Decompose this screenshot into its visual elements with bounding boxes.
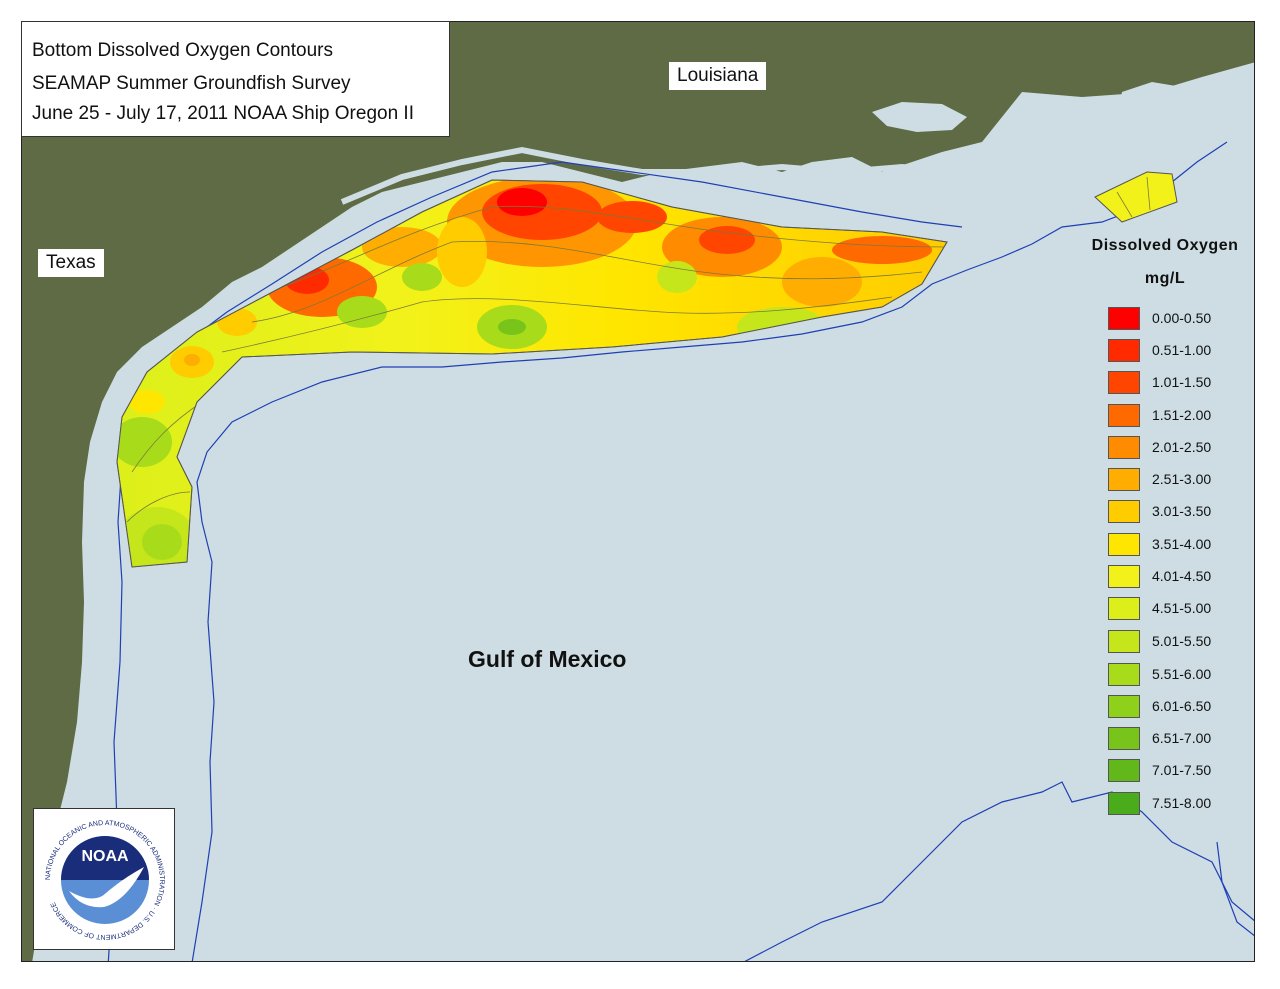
legend-swatch	[1108, 694, 1140, 718]
legend-label: 0.51-1.00	[1152, 342, 1212, 358]
legend-item: 3.01-3.50	[1108, 499, 1211, 523]
legend-units: mg/L	[1144, 270, 1186, 287]
legend-swatch	[1108, 662, 1140, 686]
hypoxic-patch	[782, 257, 862, 307]
legend-label: 6.01-6.50	[1152, 698, 1212, 714]
oxygen-contour-zone	[116, 179, 948, 568]
legend-swatch	[1108, 435, 1140, 459]
legend-swatch	[1108, 791, 1140, 815]
legend-label: 2.51-3.00	[1152, 471, 1212, 487]
legend-item: 5.01-5.50	[1108, 629, 1211, 653]
legend-swatch	[1108, 758, 1140, 782]
map-subtitle: SEAMAP Summer Groundfish Survey	[32, 73, 351, 94]
gulf-of-mexico-label: Gulf of Mexico	[468, 646, 627, 672]
hypoxic-patch	[362, 227, 442, 267]
hypoxic-patch	[285, 266, 329, 294]
legend-item: 3.51-4.00	[1108, 532, 1211, 556]
legend-swatch	[1108, 629, 1140, 653]
legend-swatch	[1108, 306, 1140, 330]
oxygenated-patch	[117, 417, 172, 467]
legend-item: 5.51-6.00	[1108, 662, 1211, 686]
noaa-wordmark: NOAA	[81, 848, 129, 865]
gulf-map	[22, 22, 1254, 961]
hypoxic-patch	[437, 217, 487, 287]
legend-swatch	[1108, 403, 1140, 427]
hypoxic-patch	[597, 201, 667, 233]
hypoxic-patch	[699, 226, 755, 254]
river-delta	[1102, 82, 1222, 192]
legend-label: 4.51-5.00	[1152, 600, 1212, 616]
oxygenated-patch	[498, 319, 526, 335]
hypoxic-patch	[482, 184, 602, 240]
legend-label: 1.51-2.00	[1152, 407, 1212, 423]
legend-item: 0.00-0.50	[1108, 306, 1211, 330]
legend-label: 1.01-1.50	[1152, 374, 1212, 390]
zone-outline	[116, 179, 948, 568]
legend-item: 1.51-2.00	[1108, 403, 1211, 427]
low-patch	[129, 390, 165, 414]
legend-swatch	[1108, 338, 1140, 362]
legend-label: 0.00-0.50	[1152, 310, 1212, 326]
legend-swatch	[1108, 467, 1140, 491]
legend-item: 7.51-8.00	[1108, 791, 1211, 815]
shelf-depth-contour	[107, 161, 963, 961]
bay-inlet	[1022, 114, 1082, 162]
legend-title: Dissolved Oxygen	[1091, 237, 1239, 254]
deep-depth-contour	[744, 781, 1254, 961]
legend-label: 7.51-8.00	[1152, 795, 1212, 811]
legend-label: 2.01-2.50	[1152, 439, 1212, 455]
low-patch	[217, 308, 257, 336]
slope-depth-contour	[191, 141, 1228, 961]
legend-item: 2.01-2.50	[1108, 435, 1211, 459]
legend-item: 7.01-7.50	[1108, 758, 1211, 782]
oxygenated-patch	[337, 296, 387, 328]
oxygenated-patch	[657, 261, 697, 293]
legend-item: 4.51-5.00	[1108, 596, 1211, 620]
east-survey-polygon	[1094, 171, 1178, 223]
legend-label: 6.51-7.00	[1152, 730, 1212, 746]
legend-label: 5.51-6.00	[1152, 666, 1212, 682]
legend-label: 7.01-7.50	[1152, 762, 1212, 778]
legend-swatch	[1108, 564, 1140, 588]
legend-item: 1.01-1.50	[1108, 370, 1211, 394]
louisiana-label: Louisiana	[669, 62, 767, 90]
legend-swatch	[1108, 499, 1140, 523]
coastal-marsh-line	[340, 146, 1024, 205]
legend-item: 6.01-6.50	[1108, 694, 1211, 718]
noaa-logo: NATIONAL OCEANIC AND ATMOSPHERIC ADMINIS…	[33, 808, 175, 950]
legend-swatch	[1108, 370, 1140, 394]
legend-swatch	[1108, 532, 1140, 556]
map-title-box: Bottom Dissolved Oxygen Contours SEAMAP …	[21, 21, 450, 137]
legend-label: 4.01-4.50	[1152, 568, 1212, 584]
oxygenated-patch	[402, 263, 442, 291]
legend-swatch	[1108, 596, 1140, 620]
legend-swatch	[1108, 726, 1140, 750]
legend-item: 6.51-7.00	[1108, 726, 1211, 750]
legend-item: 0.51-1.00	[1108, 338, 1211, 362]
legend-label: 3.51-4.00	[1152, 536, 1212, 552]
land-area	[22, 22, 1254, 961]
legend-item: 4.01-4.50	[1108, 564, 1211, 588]
map-date-line: June 25 - July 17, 2011 NOAA Ship Oregon…	[32, 103, 414, 124]
hypoxic-patch	[497, 188, 547, 216]
oxygenated-patch	[142, 524, 182, 560]
noaa-emblem: NATIONAL OCEANIC AND ATMOSPHERIC ADMINIS…	[45, 820, 165, 940]
low-patch	[184, 354, 200, 366]
hypoxic-patch	[832, 236, 932, 264]
lake-pontchartrain	[872, 102, 967, 132]
legend-label: 5.01-5.50	[1152, 633, 1212, 649]
legend-label: 3.01-3.50	[1152, 503, 1212, 519]
east-depth-contour	[1216, 841, 1254, 937]
map-frame	[21, 21, 1255, 962]
texas-label: Texas	[38, 249, 104, 277]
east-polygon-contour	[1116, 176, 1151, 218]
legend-item: 2.51-3.00	[1108, 467, 1211, 491]
map-title: Bottom Dissolved Oxygen Contours	[32, 40, 333, 61]
